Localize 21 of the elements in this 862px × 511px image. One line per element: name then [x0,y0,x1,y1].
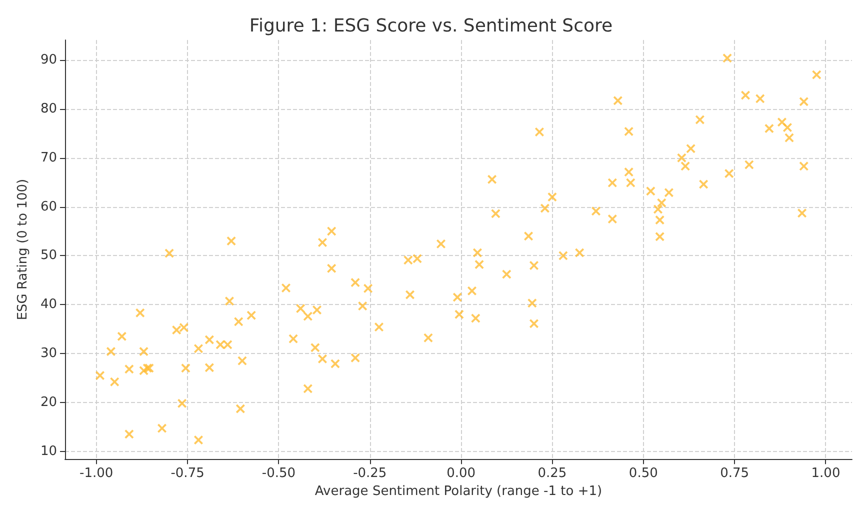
x-tick-label: 0.50 [628,466,658,482]
x-tick-label: 0.25 [538,466,567,482]
x-axis-title: Average Sentiment Polarity (range -1 to +1) [314,484,602,499]
x-tick-label: 1.00 [811,466,840,482]
x-tick-label: -0.50 [262,466,296,482]
y-tick-label: 50 [40,248,57,264]
x-tick-label: 0.75 [720,466,750,482]
x-tick-label: -1.00 [80,466,114,482]
y-tick-label: 70 [40,150,57,166]
y-tick-label: 80 [40,101,57,116]
x-tick-label: 0.00 [446,466,476,482]
y-tick-label: 10 [40,444,57,459]
y-axis-title: ESG Rating (0 to 100) [16,178,31,320]
y-tick-label: 60 [40,199,57,214]
chart-title: Figure 1: ESG Score vs. Sentiment Score [249,16,613,36]
y-tick-label: 30 [40,346,57,361]
x-tick-label: -0.25 [353,466,387,482]
y-tick-label: 40 [40,297,57,312]
y-tick-label: 90 [40,52,57,68]
y-tick-label: 20 [40,394,57,410]
x-tick-label: -0.75 [170,466,204,482]
